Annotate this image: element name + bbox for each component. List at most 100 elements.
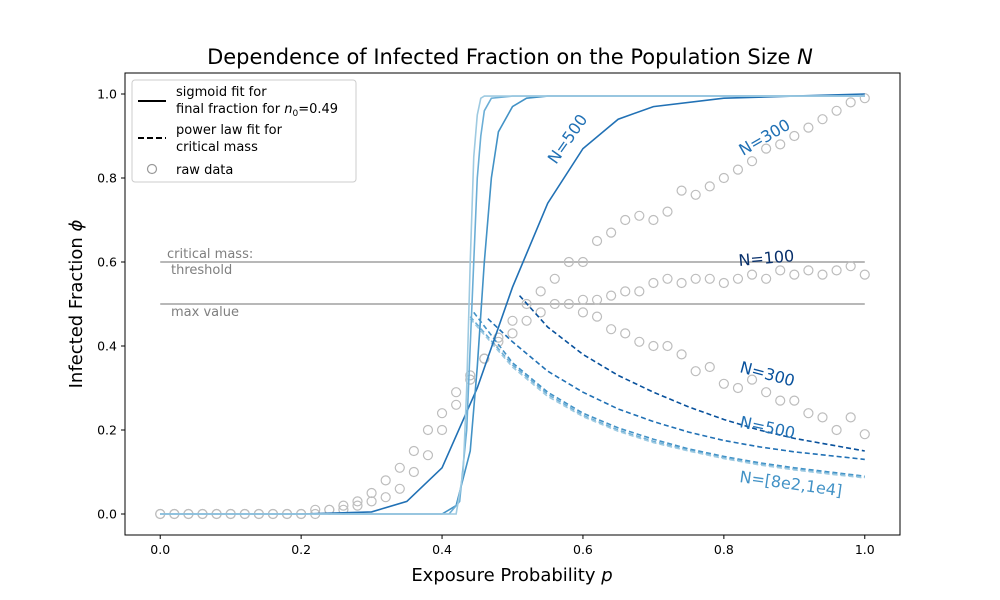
- raw-data-point: [380, 475, 391, 486]
- raw-data-point: [817, 114, 828, 125]
- x-tick-label: 0.2: [291, 542, 311, 557]
- raw-data-point: [662, 206, 673, 217]
- y-tick-label: 0.4: [97, 339, 117, 354]
- raw-data-point: [775, 265, 786, 276]
- raw-data-point: [718, 172, 729, 184]
- raw-data-point: [606, 290, 617, 301]
- y-tick-label: 0.0: [97, 507, 117, 522]
- raw-data-point: [803, 265, 814, 276]
- raw-data-point: [521, 315, 532, 326]
- x-tick-label: 0.0: [150, 542, 170, 557]
- raw-data-point: [662, 340, 673, 352]
- raw-data-point: [746, 374, 758, 385]
- raw-data-point: [859, 429, 870, 440]
- raw-data-point: [394, 462, 405, 473]
- raw-data-point: [831, 265, 842, 276]
- legend-box: [131, 79, 357, 183]
- raw-data-point: [479, 353, 490, 364]
- raw-data-point: [465, 374, 476, 385]
- raw-data-point: [591, 235, 603, 247]
- chart-title: Dependence of Infected Fraction on the P…: [207, 45, 813, 69]
- raw-data-point: [338, 500, 349, 511]
- legend-rawdata-label: raw data: [176, 163, 233, 178]
- raw-data-point: [761, 143, 772, 154]
- raw-data-point: [634, 336, 645, 347]
- legend-powerlaw-line1: power law fit for: [176, 123, 283, 138]
- raw-data-point: [732, 382, 744, 394]
- sigmoid-fit-line-3: [160, 95, 865, 515]
- raw-data-point: [549, 273, 560, 284]
- legend: sigmoid fit for final fraction for n0=0.…: [131, 79, 357, 183]
- raw-data-point: [648, 214, 659, 226]
- raw-data-point: [761, 387, 772, 398]
- raw-data-point: [704, 361, 715, 373]
- raw-data-point: [732, 164, 744, 175]
- raw-data-point: [620, 328, 631, 339]
- power-law-fit-line-1: [487, 318, 865, 461]
- raw-data-point: [563, 256, 574, 268]
- legend-marker-swatch: [146, 163, 158, 175]
- raw-data-point: [648, 340, 659, 352]
- raw-data-point: [507, 315, 518, 326]
- legend-sigmoid-line1: sigmoid fit for: [176, 85, 267, 100]
- raw-data-point: [803, 122, 814, 133]
- y-tick-label: 1.0: [97, 87, 117, 102]
- raw-data-point: [704, 273, 715, 284]
- x-tick-label: 0.6: [573, 542, 593, 557]
- raw-data-point: [451, 387, 462, 398]
- x-tick-label: 0.4: [432, 542, 452, 557]
- raw-data-point: [535, 307, 546, 318]
- raw-data-point: [718, 277, 729, 289]
- raw-data-point: [634, 286, 645, 297]
- raw-data-point: [845, 97, 856, 108]
- x-tick-label: 1.0: [855, 542, 875, 557]
- max-value-label: max value: [171, 305, 239, 320]
- raw-data-point: [366, 496, 377, 507]
- raw-data-point: [676, 185, 687, 196]
- critical-mass-label-line2: threshold: [171, 263, 232, 278]
- raw-data-point: [845, 261, 856, 272]
- y-axis-title: Infected Fraction ϕ: [66, 219, 87, 388]
- raw-data-point: [394, 483, 405, 494]
- raw-data-point: [704, 181, 715, 192]
- sigmoid-fit-line-0: [160, 93, 865, 515]
- raw-data-point: [775, 139, 786, 150]
- raw-data-point: [817, 269, 828, 280]
- raw-data-point: [789, 395, 800, 406]
- x-tick-label: 0.8: [714, 542, 734, 557]
- raw-data-point: [436, 424, 448, 436]
- raw-data-point: [352, 496, 363, 507]
- power-law-fit-line-4: [469, 318, 865, 479]
- raw-data-point: [676, 277, 687, 289]
- y-tick-label: 0.8: [97, 171, 117, 186]
- raw-data-point: [845, 412, 856, 423]
- raw-data-point: [549, 298, 560, 310]
- raw-data-point: [366, 487, 377, 499]
- raw-data-point: [761, 273, 772, 284]
- series-layer: [155, 93, 870, 520]
- raw-data-point: [718, 378, 729, 389]
- raw-data-point: [591, 294, 603, 305]
- raw-data-point: [606, 324, 617, 335]
- raw-data-point: [803, 408, 814, 419]
- y-tick-label: 0.2: [97, 423, 117, 438]
- raw-data-point: [648, 277, 659, 289]
- raw-data-point: [662, 273, 673, 284]
- raw-data-point: [634, 210, 645, 221]
- x-axis-title: Exposure Probability p: [411, 565, 612, 586]
- raw-data-point: [859, 93, 870, 104]
- raw-data-point: [408, 445, 419, 457]
- raw-data-point: [676, 349, 687, 360]
- annotation-raw-n100: N=100: [738, 246, 795, 270]
- ticks-layer: 0.0 0.2 0.4 0.6 0.8 1.0 0.0 0.2 0.4 0.6 0.8 1.0: [97, 87, 875, 558]
- raw-data-point: [465, 370, 476, 381]
- raw-data-point: [690, 273, 701, 284]
- raw-data-point: [451, 399, 462, 410]
- raw-data-point: [577, 256, 589, 268]
- plot-frame: [124, 72, 901, 536]
- power-law-fit-line-2: [473, 311, 865, 477]
- raw-data-point: [831, 424, 842, 436]
- raw-data-point: [789, 269, 800, 280]
- raw-data-point: [831, 105, 842, 116]
- raw-data-point: [591, 311, 603, 322]
